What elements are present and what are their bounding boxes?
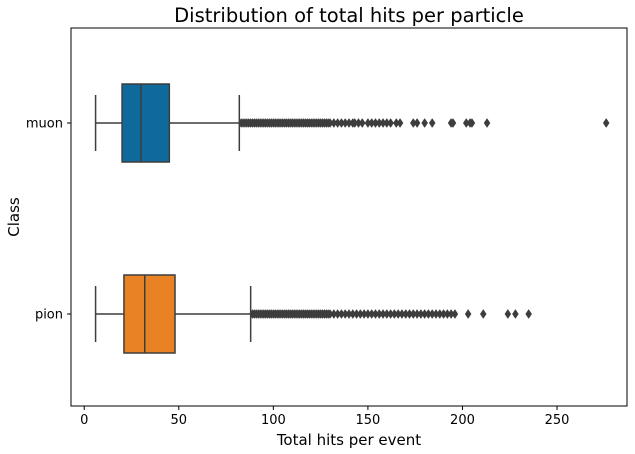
outlier-point: [464, 309, 472, 319]
x-tick-label: 150: [355, 413, 380, 428]
x-tick-label: 200: [450, 413, 475, 428]
chart-title: Distribution of total hits per particle: [174, 4, 524, 27]
x-axis: 0 50 100 150 200 250: [80, 406, 569, 428]
x-tick-label: 250: [545, 413, 570, 428]
box-muon: [94, 83, 610, 163]
outlier-point: [358, 118, 366, 128]
iqr-box: [121, 83, 171, 163]
plot-frame: [70, 27, 628, 407]
outlier-point: [413, 118, 421, 128]
y-tick-label: muon: [26, 117, 63, 132]
box-pion: [94, 274, 532, 354]
y-tick-label: pion: [35, 308, 63, 323]
plot-area: [94, 83, 610, 354]
iqr-box: [123, 274, 176, 354]
y-axis-label: Class: [5, 197, 23, 237]
outlier-point: [428, 118, 436, 128]
outlier-point: [449, 118, 457, 128]
outlier-point: [396, 118, 404, 128]
x-tick-label: 0: [80, 413, 88, 428]
outlier-point: [602, 118, 610, 128]
outlier-point: [468, 118, 476, 128]
outlier-point: [451, 309, 459, 319]
outlier-point: [387, 118, 394, 128]
outlier-point: [483, 118, 491, 128]
outlier-point: [504, 309, 512, 319]
outliers: [237, 118, 610, 128]
outlier-point: [479, 309, 487, 319]
x-tick-label: 50: [171, 413, 188, 428]
outlier-point: [525, 309, 532, 319]
outlier-point: [421, 118, 428, 128]
x-tick-label: 100: [261, 413, 286, 428]
outlier-point: [512, 309, 519, 319]
y-axis: muon pion: [26, 117, 71, 323]
outliers: [249, 309, 532, 319]
x-axis-label: Total hits per event: [276, 431, 421, 449]
